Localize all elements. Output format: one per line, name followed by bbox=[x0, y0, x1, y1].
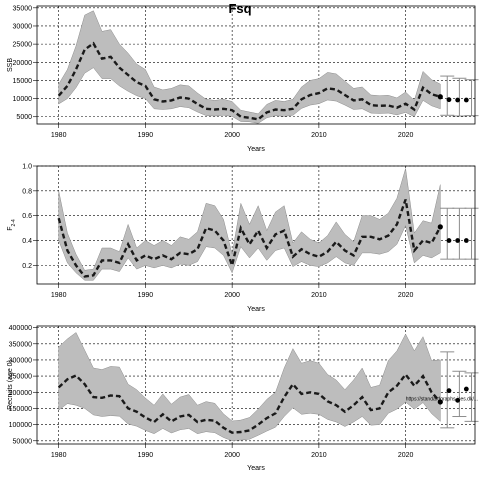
forecast-point bbox=[455, 397, 461, 403]
forecast-point bbox=[463, 97, 469, 103]
forecast-point bbox=[463, 386, 469, 392]
x-tick-label: 2000 bbox=[224, 292, 240, 299]
y-tick-label: 150000 bbox=[9, 406, 32, 413]
y-tick-label: 25000 bbox=[13, 42, 33, 49]
forecast-point bbox=[446, 97, 452, 103]
y-tick-label: 350000 bbox=[9, 341, 32, 348]
y-tick-label: 0.8 bbox=[22, 188, 32, 195]
x-tick-label: 2020 bbox=[398, 292, 414, 299]
x-tick-label: 1990 bbox=[138, 292, 154, 299]
y-axis-title-subscript: 2-4 bbox=[11, 219, 17, 226]
y-tick-label: 0.2 bbox=[22, 263, 32, 270]
forecast-point bbox=[446, 238, 452, 243]
x-axis-title: Years bbox=[247, 306, 265, 313]
x-tick-label: 1980 bbox=[51, 132, 67, 139]
y-tick-label: 250000 bbox=[9, 374, 32, 381]
plot-frame bbox=[36, 325, 476, 445]
y-tick-label: 5000 bbox=[16, 114, 32, 121]
y-tick-label: 1.0 bbox=[22, 164, 32, 171]
x-tick-label: 1980 bbox=[51, 292, 67, 299]
last-estimate-point bbox=[437, 224, 443, 230]
panel-fishing-mortality: 1980 1990 2000 2010 2020 0.2 0.4 0.6 0.8 1.0 Years… bbox=[7, 164, 479, 313]
x-tick-label: 1990 bbox=[138, 132, 154, 139]
y-tick-label: 200000 bbox=[9, 390, 32, 397]
source-annotation: https://standardgraphs.ices.dk/... bbox=[406, 396, 478, 402]
x-tick-label: 1980 bbox=[51, 452, 67, 459]
y-tick-label: 0.4 bbox=[22, 238, 32, 245]
estimate-line bbox=[57, 41, 441, 121]
panel-ssb: 1980 1990 2000 2010 2020 5000 10000 15000 20000 2… bbox=[7, 5, 479, 153]
x-tick-label: 2020 bbox=[398, 132, 414, 139]
plot-frame bbox=[36, 5, 476, 125]
y-tick-label: 20000 bbox=[13, 60, 33, 67]
x-tick-label: 2000 bbox=[224, 132, 240, 139]
forecast-point bbox=[463, 238, 469, 243]
forecast-point bbox=[446, 388, 452, 394]
x-tick-label: 2000 bbox=[224, 452, 240, 459]
y-tick-label: 100000 bbox=[9, 422, 32, 429]
x-tick-label: 2020 bbox=[398, 452, 414, 459]
confidence-band bbox=[58, 332, 441, 442]
y-tick-label: 300000 bbox=[9, 357, 32, 364]
estimate-line bbox=[57, 199, 442, 278]
y-axis-title: SSB bbox=[7, 58, 14, 72]
y-tick-label: 35000 bbox=[13, 5, 33, 12]
y-axis-title: Recruits (age 0) bbox=[7, 360, 14, 410]
panel-recruitment: 1980 1990 2000 2010 2020 50000 100000 150000 200… bbox=[7, 325, 479, 472]
forecast-point bbox=[455, 238, 461, 243]
x-tick-label: 2010 bbox=[311, 452, 327, 459]
x-tick-label: 2010 bbox=[311, 132, 327, 139]
y-tick-label: 30000 bbox=[13, 23, 33, 30]
y-axis-title: F2-4 bbox=[7, 219, 17, 231]
x-axis-title: Years bbox=[247, 146, 265, 153]
y-tick-label: 0.6 bbox=[22, 213, 32, 220]
y-tick-label: 15000 bbox=[13, 78, 33, 85]
y-tick-label: 400000 bbox=[9, 325, 32, 332]
x-axis-title: Years bbox=[247, 465, 265, 472]
x-tick-label: 1990 bbox=[138, 452, 154, 459]
last-estimate-point bbox=[437, 94, 443, 100]
x-tick-label: 2010 bbox=[311, 292, 327, 299]
y-tick-label: 10000 bbox=[13, 96, 33, 103]
y-tick-label: 50000 bbox=[13, 438, 33, 445]
last-estimate-point bbox=[437, 399, 443, 405]
confidence-band bbox=[58, 168, 441, 281]
plot-frame bbox=[36, 165, 476, 285]
figure-title: Fsq bbox=[228, 1, 251, 16]
estimate-line bbox=[57, 372, 442, 434]
forecast-point bbox=[455, 97, 461, 103]
